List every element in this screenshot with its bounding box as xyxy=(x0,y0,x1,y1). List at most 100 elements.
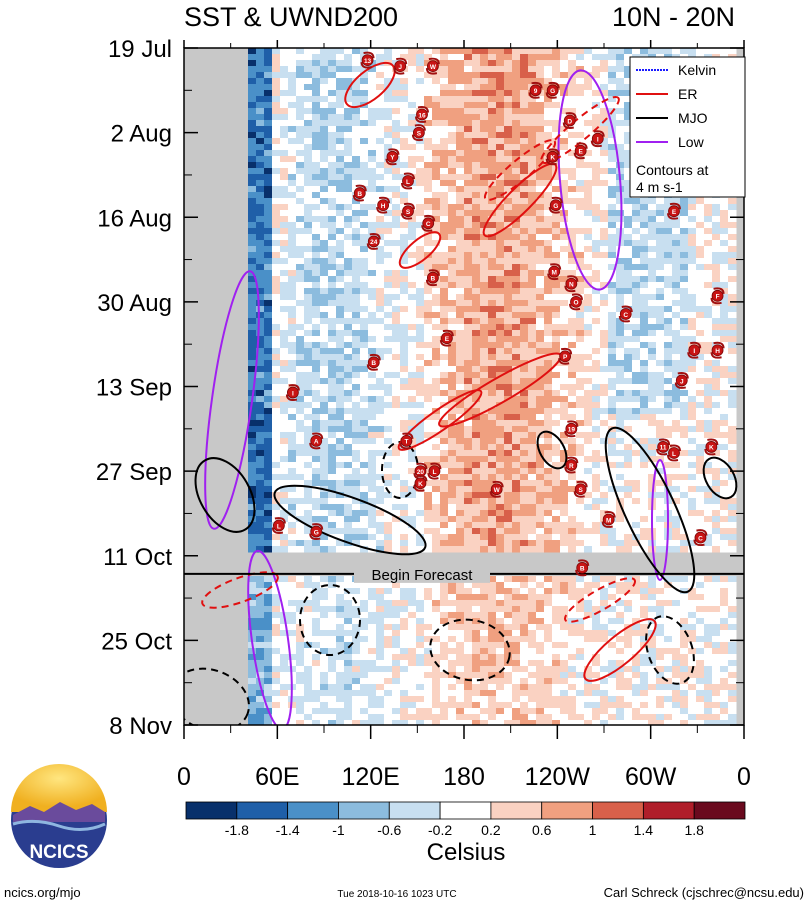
sst-cell xyxy=(320,294,329,301)
sst-cell xyxy=(728,216,737,223)
sst-cell xyxy=(632,252,641,259)
sst-cell xyxy=(336,474,345,481)
sst-cell xyxy=(408,366,417,373)
sst-cell xyxy=(376,480,385,487)
sst-cell xyxy=(552,78,561,85)
sst-cell xyxy=(504,486,513,493)
sst-cell xyxy=(584,102,593,109)
sst-cell xyxy=(288,498,297,505)
sst-cell xyxy=(304,138,313,145)
sst-cell xyxy=(664,198,673,205)
sst-cell xyxy=(368,420,377,427)
sst-cell xyxy=(472,354,481,361)
sst-cell xyxy=(496,420,505,427)
sst-cell xyxy=(288,96,297,103)
sst-cell xyxy=(296,390,305,397)
sst-cell xyxy=(728,252,737,259)
sst-cell xyxy=(520,108,529,115)
sst-cell xyxy=(248,474,257,481)
sst-cell xyxy=(488,462,497,469)
sst-cell xyxy=(624,372,633,379)
sst-cell xyxy=(520,456,529,463)
sst-cell xyxy=(440,192,449,199)
sst-cell xyxy=(264,468,273,475)
sst-cell xyxy=(624,156,633,163)
sst-cell xyxy=(336,432,345,439)
sst-cell xyxy=(392,408,401,415)
sst-cell xyxy=(272,468,281,475)
sst-cell xyxy=(624,402,633,409)
sst-cell xyxy=(608,156,617,163)
sst-cell xyxy=(360,474,369,481)
sst-cell xyxy=(312,198,321,205)
sst-cell xyxy=(264,234,273,241)
sst-cell xyxy=(592,378,601,385)
sst-cell xyxy=(536,384,545,391)
sst-cell xyxy=(512,468,521,475)
sst-cell xyxy=(560,234,569,241)
sst-cell xyxy=(416,408,425,415)
sst-cell xyxy=(360,342,369,349)
sst-cell xyxy=(640,258,649,265)
sst-cell xyxy=(360,252,369,259)
sst-cell xyxy=(448,264,457,271)
sst-cell xyxy=(600,504,609,511)
sst-cell xyxy=(584,150,593,157)
sst-cell xyxy=(256,366,265,373)
sst-cell xyxy=(304,54,313,61)
sst-cell xyxy=(656,252,665,259)
sst-cell xyxy=(576,84,585,91)
sst-cell xyxy=(560,456,569,463)
sst-cell xyxy=(680,528,689,535)
sst-cell xyxy=(272,336,281,343)
sst-cell xyxy=(336,456,345,463)
sst-cell xyxy=(472,192,481,199)
sst-cell xyxy=(536,426,545,433)
sst-cell xyxy=(672,426,681,433)
sst-cell xyxy=(456,468,465,475)
sst-cell xyxy=(336,438,345,445)
sst-cell xyxy=(568,222,577,229)
sst-cell xyxy=(280,240,289,247)
sst-cell xyxy=(440,264,449,271)
sst-cell xyxy=(496,462,505,469)
sst-cell xyxy=(320,270,329,277)
sst-cell xyxy=(536,396,545,403)
sst-cell xyxy=(384,90,393,97)
sst-cell xyxy=(416,192,425,199)
sst-cell xyxy=(408,498,417,505)
sst-cell xyxy=(624,264,633,271)
sst-cell xyxy=(448,306,457,313)
sst-cell xyxy=(496,186,505,193)
sst-cell xyxy=(344,366,353,373)
sst-cell xyxy=(336,180,345,187)
sst-cell xyxy=(600,234,609,241)
sst-cell xyxy=(584,354,593,361)
sst-cell xyxy=(304,48,313,55)
sst-cell xyxy=(432,390,441,397)
sst-cell xyxy=(376,462,385,469)
sst-cell xyxy=(432,300,441,307)
sst-cell xyxy=(640,48,649,55)
sst-cell xyxy=(528,534,537,541)
sst-cell xyxy=(576,294,585,301)
sst-cell xyxy=(416,90,425,97)
sst-cell xyxy=(576,252,585,259)
sst-cell xyxy=(312,342,321,349)
sst-cell xyxy=(696,486,705,493)
sst-cell xyxy=(536,126,545,133)
sst-cell xyxy=(264,306,273,313)
sst-cell xyxy=(328,216,337,223)
sst-cell xyxy=(672,270,681,277)
sst-cell xyxy=(400,408,409,415)
sst-cell xyxy=(720,276,729,283)
sst-cell xyxy=(384,78,393,85)
sst-cell xyxy=(672,528,681,535)
sst-cell xyxy=(496,360,505,367)
sst-cell xyxy=(464,288,473,295)
sst-cell xyxy=(304,498,313,505)
sst-cell xyxy=(440,360,449,367)
sst-cell xyxy=(576,78,585,85)
sst-cell xyxy=(376,180,385,187)
sst-cell xyxy=(624,198,633,205)
